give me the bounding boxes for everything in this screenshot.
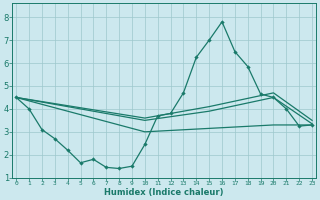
X-axis label: Humidex (Indice chaleur): Humidex (Indice chaleur) bbox=[104, 188, 224, 197]
